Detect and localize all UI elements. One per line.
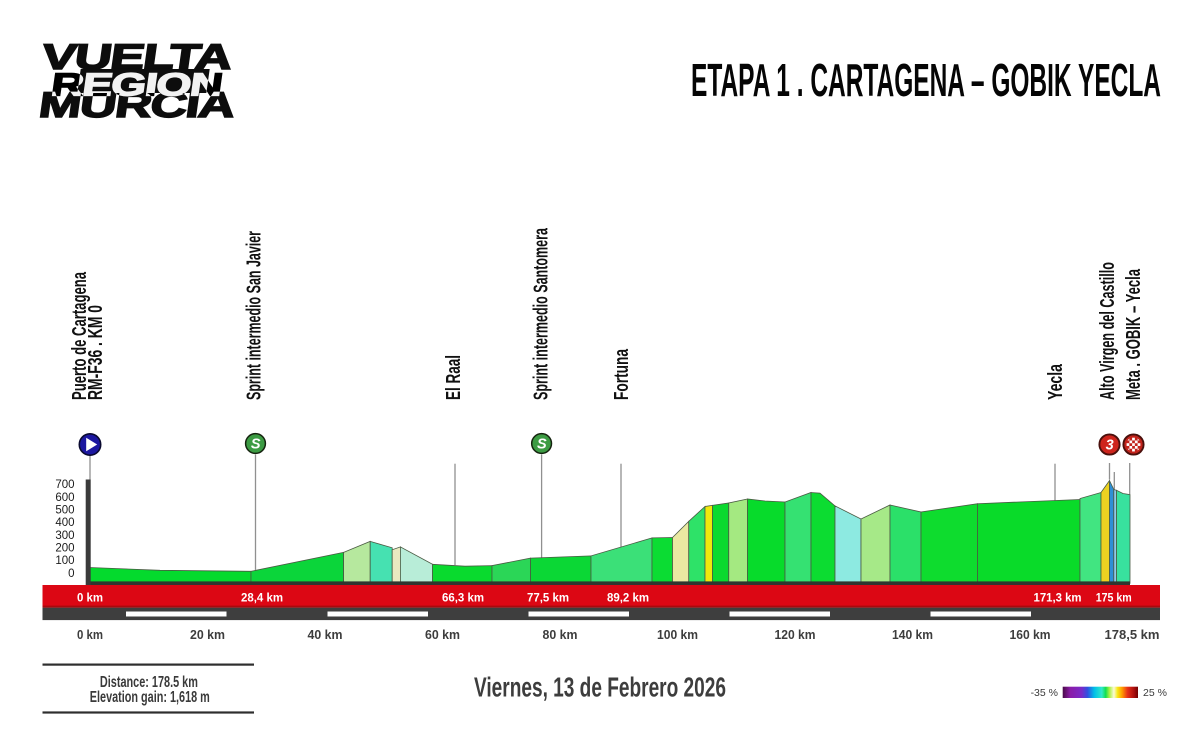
svg-text:Puerto de Cartagena: Puerto de Cartagena [69,271,91,400]
svg-text:-35 %: -35 % [1031,687,1058,699]
svg-text:25 %: 25 % [1143,687,1167,699]
svg-text:300: 300 [55,530,74,542]
svg-text:El Raal: El Raal [443,355,465,400]
svg-text:100 km: 100 km [657,627,698,642]
svg-text:Yecla: Yecla [1045,363,1067,400]
svg-text:S: S [251,437,261,453]
svg-text:28,4 km: 28,4 km [241,590,283,604]
svg-text:89,2 km: 89,2 km [607,590,649,604]
svg-text:175 km: 175 km [1096,590,1132,604]
svg-text:178,5 km: 178,5 km [1105,627,1160,642]
svg-text:500: 500 [55,505,74,517]
svg-text:Fortuna: Fortuna [611,348,633,400]
svg-text:Distance: 178.5 km: Distance: 178.5 km [100,674,198,691]
svg-text:160 km: 160 km [1010,627,1051,642]
svg-text:Alto Virgen del Castillo: Alto Virgen del Castillo [1097,262,1119,400]
svg-text:Sprint intermedio San Javier: Sprint intermedio San Javier [243,231,265,400]
svg-text:0 km: 0 km [77,627,103,642]
svg-text:ETAPA 1 . CARTAGENA – GOBIK YE: ETAPA 1 . CARTAGENA – GOBIK YECLA [691,54,1161,106]
svg-text:40 km: 40 km [308,627,343,642]
svg-text:RM-F36 . KM 0: RM-F36 . KM 0 [85,305,107,400]
svg-text:400: 400 [55,517,74,529]
svg-text:3: 3 [1106,438,1114,454]
svg-text:S: S [537,437,547,453]
svg-text:140 km: 140 km [892,627,933,642]
svg-text:0: 0 [68,568,74,580]
svg-text:Viernes, 13 de Febrero 2026: Viernes, 13 de Febrero 2026 [474,672,726,703]
svg-text:Sprint intermedio Santomera: Sprint intermedio Santomera [530,227,552,400]
svg-text:20 km: 20 km [190,627,225,642]
svg-text:Elevation gain: 1,618 m: Elevation gain: 1,618 m [90,689,210,706]
svg-text:171,3 km: 171,3 km [1034,590,1082,604]
svg-text:200: 200 [55,543,74,555]
svg-text:80 km: 80 km [543,627,578,642]
svg-text:600: 600 [55,492,74,504]
svg-text:100: 100 [55,555,74,567]
svg-text:77,5 km: 77,5 km [527,590,569,604]
svg-text:700: 700 [55,479,74,491]
svg-text:66,3 km: 66,3 km [442,590,484,604]
svg-text:0 km: 0 km [77,590,103,604]
svg-text:60 km: 60 km [425,627,460,642]
svg-text:120 km: 120 km [775,627,816,642]
svg-text:Meta . GOBIK – Yecla: Meta . GOBIK – Yecla [1123,268,1145,400]
